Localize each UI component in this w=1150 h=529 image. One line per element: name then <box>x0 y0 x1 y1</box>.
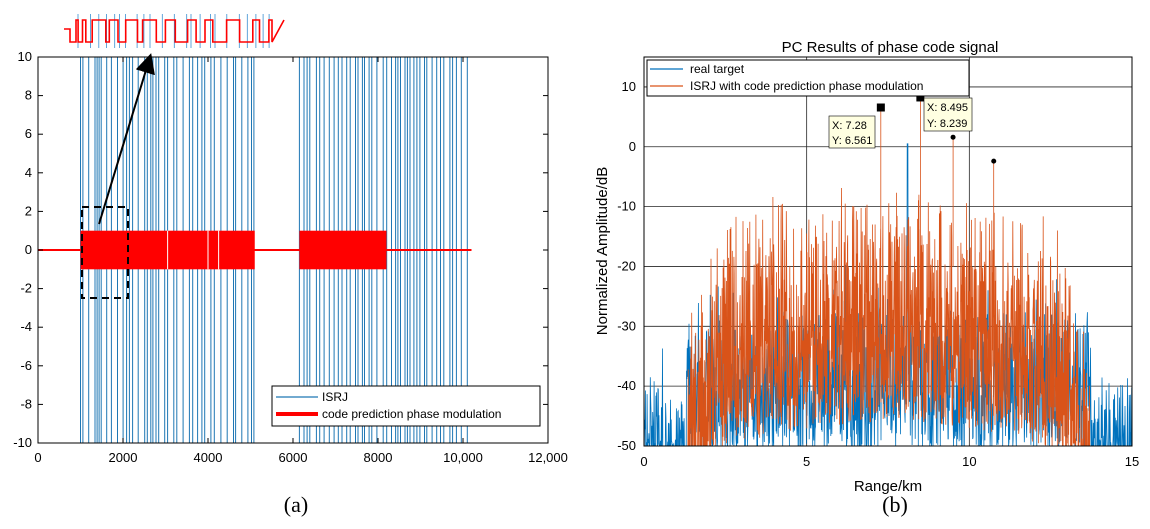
chart-b-xlabel: Range/km <box>854 478 922 495</box>
chart-a-ytick-label: -10 <box>13 435 32 450</box>
chart-a-inset-phase <box>64 19 285 43</box>
chart-a-legend-label-phase: code prediction phase modulation <box>322 407 501 421</box>
chart-b-xtick-label: 0 <box>640 454 647 469</box>
chart-a-xtick-label: 12,000 <box>528 450 568 465</box>
chart-b-xtick-label: 10 <box>962 454 976 469</box>
chart-b-datatip-1: X: 7.28 Y: 6.561 <box>828 115 876 149</box>
chart-a-inset-waveform <box>64 14 285 48</box>
chart-a-ytick-label: -2 <box>20 281 32 296</box>
chart-a-ytick-label: -6 <box>20 358 32 373</box>
chart-b-ytick-label: -40 <box>617 378 636 393</box>
chart-b-title: PC Results of phase code signal <box>782 39 999 56</box>
chart-b-peak-marker-1 <box>876 103 885 112</box>
chart-b-peak-marker-2 <box>916 93 925 102</box>
chart-b-ytick-label: -10 <box>617 199 636 214</box>
chart-a-ytick-label: 0 <box>25 242 32 257</box>
chart-b-datatip-2: X: 8.495 Y: 8.239 <box>923 97 973 132</box>
chart-b-ytick-label: 10 <box>622 79 636 94</box>
chart-a-ytick-label: -8 <box>20 396 32 411</box>
chart-a-ytick-label: 8 <box>25 88 32 103</box>
chart-b-legend-label-real: real target <box>690 62 745 76</box>
chart-b-legend-box <box>646 59 970 97</box>
chart-b-axes-frame <box>643 56 1133 447</box>
chart-a: 0 2000 4000 6000 8000 10,000 12,000 10 8 6 4 2 0 -2 -4… <box>13 14 568 517</box>
chart-a-ytick-label: 4 <box>25 165 32 180</box>
chart-b-ytick-label: 0 <box>629 139 636 154</box>
chart-a-xtick-label: 2000 <box>109 450 138 465</box>
chart-a-phase-modulation-series <box>38 230 472 270</box>
chart-b-datatip-1-box <box>828 115 876 149</box>
chart-a-phase-block <box>299 230 387 270</box>
chart-a-dashed-box <box>81 206 129 299</box>
chart-a-ytick-label: 2 <box>25 203 32 218</box>
chart-a-xtick-label: 8000 <box>364 450 393 465</box>
chart-b-datatip-2-box <box>923 97 973 132</box>
chart-a-ytick-label: -4 <box>20 319 32 334</box>
chart-b-datatip-2-y: Y: 8.239 <box>927 118 967 130</box>
chart-b-xtick-label: 5 <box>803 454 810 469</box>
chart-a-legend-box <box>271 385 541 427</box>
chart-a-legend: ISRJ code prediction phase modulation <box>271 385 541 427</box>
chart-b-ytick-label: -30 <box>617 318 636 333</box>
chart-b-datatip-2-x: X: 8.495 <box>927 102 968 114</box>
chart-b-caption: (b) <box>882 492 908 517</box>
chart-b-isrj-series <box>686 97 1091 446</box>
chart-b-ylabel: Normalized Amplitude/dB <box>594 167 611 335</box>
chart-a-ytick-label: 6 <box>25 126 32 141</box>
chart-b-ytick-label: -20 <box>617 258 636 273</box>
chart-b-peak-marker-4 <box>991 158 997 164</box>
chart-a-xtick-label: 10,000 <box>443 450 483 465</box>
chart-a-arrow <box>98 53 155 225</box>
chart-b-xtick-label: 15 <box>1125 454 1139 469</box>
chart-a-legend-label-isrj: ISRJ <box>322 390 348 404</box>
chart-b-datatip-1-y: Y: 6.561 <box>832 135 872 147</box>
chart-b: 0 5 10 15 10 0 -10 -20 -30 -40 -50 PC Results of p… <box>594 39 1139 517</box>
chart-b-peak-marker-3 <box>950 134 956 140</box>
chart-a-xtick-label: 6000 <box>279 450 308 465</box>
chart-b-ytick-label: -50 <box>617 438 636 453</box>
chart-a-caption: (a) <box>284 492 308 517</box>
chart-b-legend-label-isrj: ISRJ with code prediction phase modulati… <box>690 79 923 93</box>
chart-a-inset-spikes <box>77 14 270 48</box>
chart-a-xtick-label: 4000 <box>194 450 223 465</box>
chart-a-xtick-label: 0 <box>34 450 41 465</box>
chart-a-ytick-label: 10 <box>18 49 32 64</box>
chart-b-peaks <box>876 93 997 164</box>
chart-b-datatip-1-x: X: 7.28 <box>832 120 867 132</box>
chart-b-legend: real target ISRJ with code prediction ph… <box>646 59 970 97</box>
